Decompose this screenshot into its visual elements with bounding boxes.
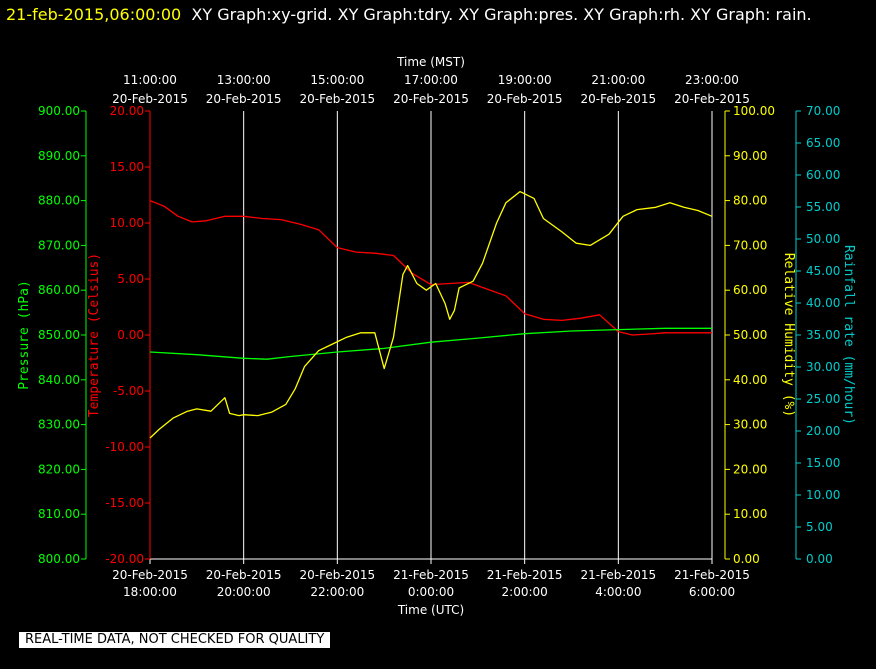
mst-tick-time: 13:00:00 xyxy=(217,73,271,87)
utc-tick-time: 6:00:00 xyxy=(689,585,735,599)
temperature-tick-label: -20.00 xyxy=(105,552,144,566)
temperature-tick-label: -5.00 xyxy=(113,384,144,398)
temperature-axis-title: Temperature (Celsius) xyxy=(87,253,102,417)
utc-tick-time: 2:00:00 xyxy=(502,585,548,599)
temperature-tick-label: 5.00 xyxy=(117,272,144,286)
rain-tick-label: 65.00 xyxy=(806,136,840,150)
pressure-tick-label: 880.00 xyxy=(38,194,80,208)
utc-tick-date: 21-Feb-2015 xyxy=(580,568,656,582)
mst-tick-time: 21:00:00 xyxy=(591,73,645,87)
temperature-tick-label: 20.00 xyxy=(110,104,144,118)
humidity-tick-label: 60.00 xyxy=(733,283,767,297)
mst-tick-date: 20-Feb-2015 xyxy=(580,92,656,106)
rain-tick-label: 60.00 xyxy=(806,168,840,182)
pressure-tick-label: 840.00 xyxy=(38,373,80,387)
rain-tick-label: 30.00 xyxy=(806,360,840,374)
temperature-tick-label: 15.00 xyxy=(110,160,144,174)
chart-title: 21-feb-2015,06:00:00 XY Graph:xy-grid. X… xyxy=(6,2,866,28)
timestamp: 21-feb-2015,06:00:00 xyxy=(6,5,182,24)
mst-tick-time: 19:00:00 xyxy=(498,73,552,87)
pres-series-line xyxy=(149,327,712,360)
rain-tick-label: 35.00 xyxy=(806,328,840,342)
mst-tick-date: 20-Feb-2015 xyxy=(393,92,469,106)
humidity-tick-label: 20.00 xyxy=(733,462,767,476)
bottom-axis-label: Time (UTC) xyxy=(397,603,464,617)
pressure-tick-label: 900.00 xyxy=(38,104,80,118)
utc-tick-date: 20-Feb-2015 xyxy=(206,568,282,582)
mst-tick-date: 20-Feb-2015 xyxy=(112,92,188,106)
tdry-series-line xyxy=(149,199,712,336)
mst-tick-date: 20-Feb-2015 xyxy=(487,92,563,106)
pressure-tick-label: 850.00 xyxy=(38,328,80,342)
pressure-tick-label: 800.00 xyxy=(38,552,80,566)
pressure-tick-label: 890.00 xyxy=(38,149,80,163)
mst-tick-date: 20-Feb-2015 xyxy=(206,92,282,106)
mst-tick-time: 17:00:00 xyxy=(404,73,458,87)
humidity-tick-label: 90.00 xyxy=(733,149,767,163)
utc-tick-date: 20-Feb-2015 xyxy=(299,568,375,582)
mst-tick-time: 15:00:00 xyxy=(310,73,364,87)
humidity-tick-label: 40.00 xyxy=(733,373,767,387)
humidity-tick-label: 0.00 xyxy=(733,552,760,566)
rh-series-line xyxy=(149,190,713,439)
humidity-tick-label: 70.00 xyxy=(733,238,767,252)
chart-axes: 20-Feb-201518:00:0011:00:0020-Feb-201520… xyxy=(17,55,856,617)
temperature-tick-label: -15.00 xyxy=(105,496,144,510)
chart-series xyxy=(149,190,713,439)
rain-tick-label: 55.00 xyxy=(806,200,840,214)
rain-tick-label: 70.00 xyxy=(806,104,840,118)
rain-tick-label: 0.00 xyxy=(806,552,833,566)
temperature-tick-label: 0.00 xyxy=(117,328,144,342)
pressure-tick-label: 810.00 xyxy=(38,507,80,521)
humidity-tick-label: 100.00 xyxy=(733,104,775,118)
rain-tick-label: 15.00 xyxy=(806,456,840,470)
utc-tick-date: 20-Feb-2015 xyxy=(112,568,188,582)
pressure-tick-label: 820.00 xyxy=(38,462,80,476)
rain-tick-label: 45.00 xyxy=(806,264,840,278)
humidity-axis-title: Relative Humidity (%) xyxy=(781,253,796,417)
mst-tick-date: 20-Feb-2015 xyxy=(674,92,750,106)
rain-axis-title: Rainfall rate (mm/hour) xyxy=(841,245,856,425)
mst-tick-time: 23:00:00 xyxy=(685,73,739,87)
pressure-axis-title: Pressure (hPa) xyxy=(17,280,32,390)
pressure-tick-label: 870.00 xyxy=(38,238,80,252)
pressure-tick-label: 860.00 xyxy=(38,283,80,297)
rain-tick-label: 40.00 xyxy=(806,296,840,310)
mst-tick-time: 11:00:00 xyxy=(123,73,177,87)
rain-tick-label: 25.00 xyxy=(806,392,840,406)
quality-notice: REAL-TIME DATA, NOT CHECKED FOR QUALITY xyxy=(19,632,331,648)
humidity-tick-label: 80.00 xyxy=(733,194,767,208)
temperature-tick-label: 10.00 xyxy=(110,216,144,230)
utc-tick-time: 18:00:00 xyxy=(123,585,177,599)
graph-list: XY Graph:xy-grid. XY Graph:tdry. XY Grap… xyxy=(191,5,812,24)
rain-tick-label: 50.00 xyxy=(806,232,840,246)
humidity-tick-label: 50.00 xyxy=(733,328,767,342)
rain-tick-label: 5.00 xyxy=(806,520,833,534)
top-axis-label: Time (MST) xyxy=(396,55,465,69)
utc-tick-date: 21-Feb-2015 xyxy=(393,568,469,582)
utc-tick-time: 0:00:00 xyxy=(408,585,454,599)
utc-tick-date: 21-Feb-2015 xyxy=(487,568,563,582)
utc-tick-time: 20:00:00 xyxy=(217,585,271,599)
humidity-tick-label: 10.00 xyxy=(733,507,767,521)
humidity-tick-label: 30.00 xyxy=(733,418,767,432)
time-grid xyxy=(243,111,713,559)
rain-tick-label: 20.00 xyxy=(806,424,840,438)
temperature-tick-label: -10.00 xyxy=(105,440,144,454)
utc-tick-time: 4:00:00 xyxy=(595,585,641,599)
pressure-tick-label: 830.00 xyxy=(38,418,80,432)
utc-tick-date: 21-Feb-2015 xyxy=(674,568,750,582)
mst-tick-date: 20-Feb-2015 xyxy=(299,92,375,106)
utc-tick-time: 22:00:00 xyxy=(310,585,364,599)
rain-tick-label: 10.00 xyxy=(806,488,840,502)
